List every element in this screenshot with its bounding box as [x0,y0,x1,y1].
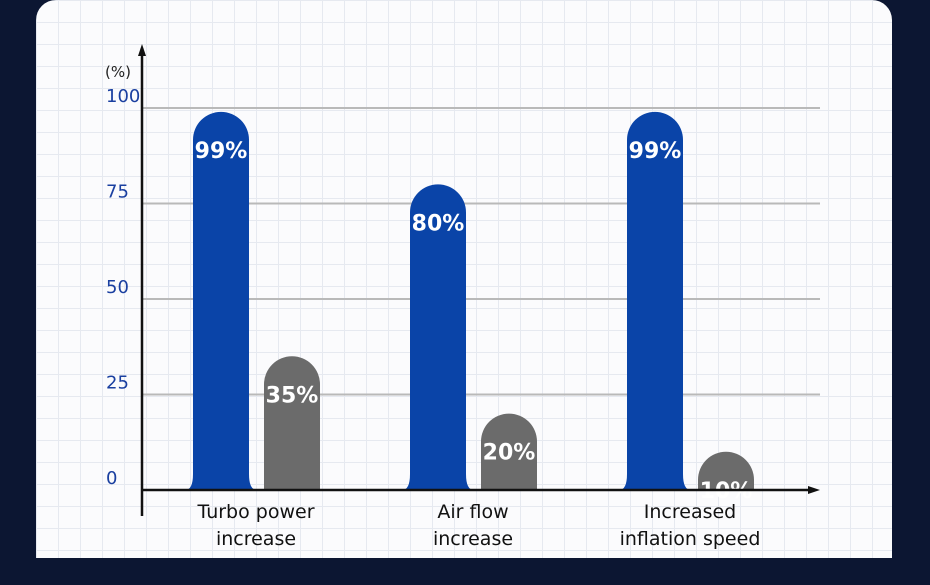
bar-base-series-1-cat-3 [619,474,691,490]
bar-value-label-series-2-cat-2: 20% [483,441,536,466]
category-label-1-line-1: Turbo power [196,501,314,523]
category-label-2-line-1: Air flow [437,501,508,523]
bar-series-2-cat-1 [264,356,320,490]
bar-value-label-series-1-cat-3: 99% [629,139,682,164]
x-axis-arrow [808,486,820,494]
bar-value-label-series-2-cat-3: 10% [700,479,753,504]
chart-card: 0 25 50 75 100 (%) 99% 35% Turbo power increase 80… [36,0,892,558]
category-label-1-line-2: increase [216,528,296,550]
ytick-label-50: 50 [106,277,129,298]
bar-series-2-cat-2 [481,413,537,490]
y-unit-label: (%) [105,63,131,81]
bar-series-1-cat-3 [627,111,683,490]
ytick-label-75: 75 [106,182,129,203]
bar-value-label-series-1-cat-1: 99% [195,139,248,164]
ytick-label-25: 25 [106,373,129,394]
ytick-label-0: 0 [106,468,117,489]
bar-series-2-cat-3 [698,451,754,490]
bar-series-1-cat-1 [193,111,249,490]
ytick-label-100: 100 [106,86,140,107]
bar-chart: 0 25 50 75 100 (%) 99% 35% Turbo power increase 80… [105,44,820,550]
bar-base-series-1-cat-1 [185,474,257,490]
bar-series-1-cat-2 [410,184,466,490]
category-label-3-line-2: inflation speed [620,528,761,550]
bar-base-series-1-cat-2 [402,474,474,490]
y-axis-arrow [138,44,146,56]
category-label-2-line-2: increase [433,528,513,550]
category-label-3-line-1: Increased [644,501,736,523]
bar-value-label-series-2-cat-1: 35% [266,383,319,408]
bar-value-label-series-1-cat-2: 80% [412,211,465,236]
